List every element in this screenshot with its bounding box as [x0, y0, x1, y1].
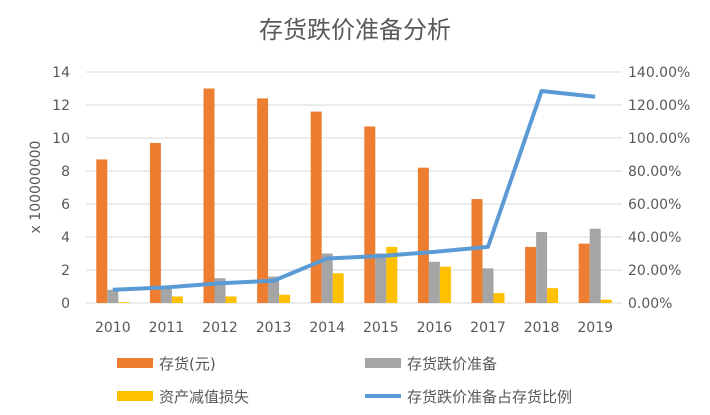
x-tick-label: 2014 [309, 320, 345, 336]
y2-tick-label: 20.00% [628, 263, 681, 279]
x-tick-label: 2017 [470, 320, 506, 336]
y2-tick-label: 100.00% [628, 131, 690, 147]
y-axis-label: x 100000000 [28, 141, 44, 234]
y-tick-label: 4 [61, 230, 70, 246]
legend-label: 存货跌价准备占存货比例 [407, 388, 572, 406]
bar-2017 [471, 199, 483, 303]
bar-2016 [417, 167, 429, 303]
bar-2011 [160, 288, 172, 303]
chart-title: 存货跌价准备分析 [259, 16, 451, 44]
y2-tick-label: 140.00% [628, 65, 690, 81]
bar-2012 [214, 278, 226, 303]
y-tick-label: 6 [61, 197, 70, 213]
bar-2019 [589, 228, 601, 303]
y-tick-label: 8 [61, 164, 70, 180]
y-tick-label: 2 [61, 263, 70, 279]
x-tick-label: 2010 [95, 320, 131, 336]
legend-label: 资产减值损失 [159, 388, 249, 406]
y-tick-label: 14 [52, 65, 70, 81]
bar-2014 [310, 111, 322, 303]
bar-2012 [203, 88, 215, 303]
y2-tick-label: 40.00% [628, 230, 681, 246]
x-tick-label: 2015 [363, 320, 399, 336]
bar-2010 [96, 159, 108, 303]
y-tick-label: 12 [52, 98, 70, 114]
bar-2010 [118, 302, 130, 303]
bar-2018 [525, 246, 537, 303]
x-tick-label: 2019 [577, 320, 613, 336]
bar-2015 [386, 246, 398, 303]
line-series [112, 88, 596, 292]
bar-2018 [536, 232, 548, 303]
bar-2018 [547, 288, 559, 303]
bar-2011 [149, 142, 161, 303]
bar-2010 [107, 289, 119, 303]
bar-2017 [482, 268, 494, 303]
bar-2012 [225, 296, 237, 303]
bar-2011 [171, 296, 183, 303]
bar-2019 [600, 299, 612, 303]
legend-label: 存货跌价准备 [407, 355, 497, 373]
bar-2013 [257, 98, 269, 304]
bar-2019 [578, 243, 590, 303]
x-tick-label: 2018 [524, 320, 560, 336]
y-tick-label: 10 [52, 131, 70, 147]
bar-2014 [321, 253, 333, 303]
x-tick-label: 2013 [256, 320, 292, 336]
x-tick-label: 2016 [417, 320, 453, 336]
bar-2016 [428, 261, 440, 303]
legend-swatch [117, 358, 153, 368]
y2-tick-label: 120.00% [628, 98, 690, 114]
bar-2015 [375, 253, 387, 303]
bar-2015 [364, 126, 376, 303]
legend-swatch [365, 358, 401, 368]
bar-2014 [332, 273, 344, 303]
y2-tick-label: 60.00% [628, 197, 681, 213]
y-tick-label: 0 [61, 296, 70, 312]
bar-2016 [439, 266, 451, 303]
y2-tick-label: 0.00% [628, 296, 672, 312]
legend-swatch [117, 391, 153, 401]
bar-2017 [493, 293, 505, 303]
y2-tick-label: 80.00% [628, 164, 681, 180]
bar-2013 [279, 294, 291, 303]
x-tick-label: 2012 [202, 320, 238, 336]
bar-2013 [268, 276, 280, 303]
legend-label: 存货(元) [159, 355, 216, 373]
x-tick-label: 2011 [149, 320, 185, 336]
